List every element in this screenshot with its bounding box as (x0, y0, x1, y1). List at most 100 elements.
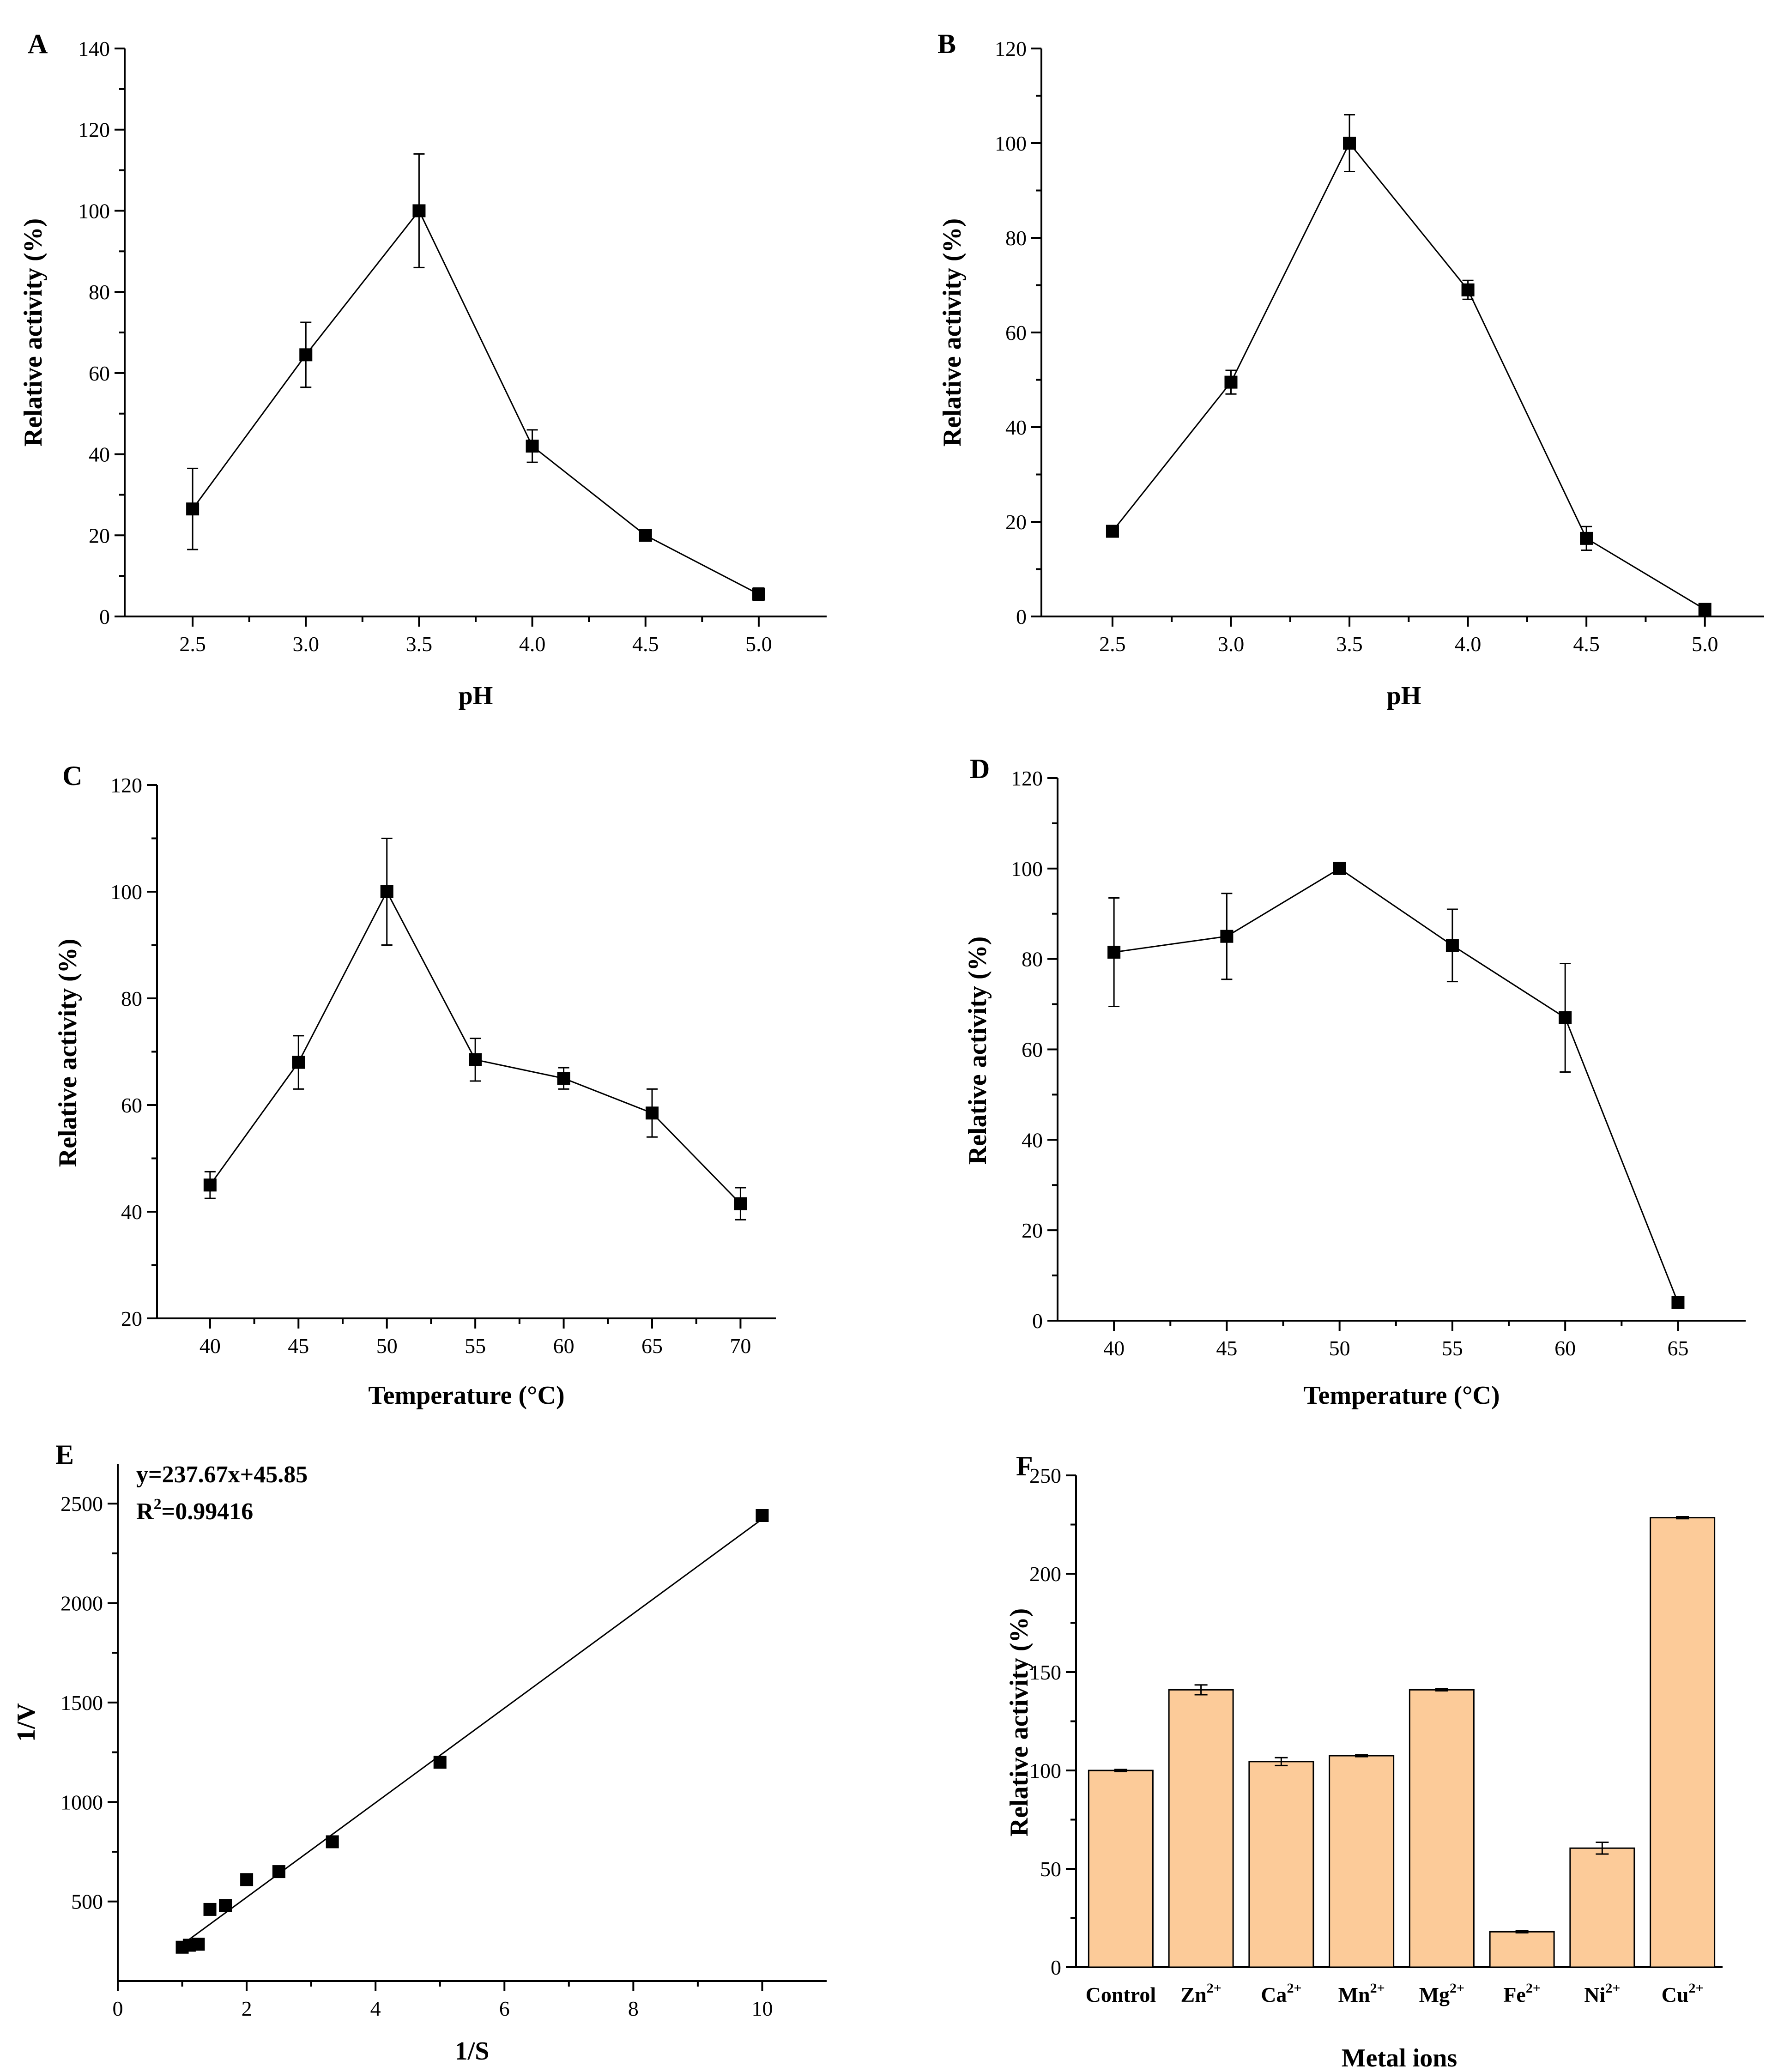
data-point (752, 587, 765, 601)
regression-line (181, 1518, 763, 1945)
y-tick-label: 1500 (60, 1691, 103, 1715)
x-tick-label: 4.0 (519, 632, 546, 656)
y-tick-label: 20 (121, 1307, 142, 1330)
y-tick-label: 20 (1022, 1219, 1043, 1242)
data-point (1580, 532, 1593, 545)
data-point (1106, 525, 1119, 538)
y-tick-label: 120 (110, 773, 142, 797)
data-point (1445, 939, 1459, 952)
chart-panel-D: 0 20 40 60 80 100 120 40 45 50 55 60 65 D Temperature … (963, 754, 1746, 1410)
y-tick-label: 60 (1005, 321, 1027, 344)
data-point (646, 1106, 659, 1120)
y-axis-title: Relative activity (%) (938, 218, 967, 447)
data-point (1224, 375, 1238, 389)
x-tick-label: 4 (370, 1997, 381, 2020)
x-tick-label: 60 (553, 1334, 574, 1358)
x-axis-title: Temperature (°C) (368, 1381, 564, 1410)
y-axis-title: Relative activity (%) (54, 939, 82, 1167)
y-tick-label: 100 (110, 880, 142, 904)
data-point (186, 502, 200, 516)
x-tick-label: 2.5 (179, 632, 206, 656)
y-axis-title: Relative activity (%) (963, 936, 992, 1165)
y-tick-label: 500 (71, 1890, 103, 1914)
x-tick-label: Zn2+ (1180, 1981, 1221, 2006)
series-line (192, 209, 759, 595)
y-tick-label: 150 (1029, 1661, 1061, 1684)
x-tick-label: 65 (1667, 1336, 1688, 1360)
data-point (1107, 945, 1121, 959)
bar (1569, 1847, 1635, 1968)
series-line (1112, 142, 1705, 610)
panel-label-D: D (970, 754, 990, 784)
x-tick-label: 40 (1103, 1336, 1125, 1360)
y-tick-label: 140 (78, 37, 110, 60)
y-tick-label: 0 (1051, 1956, 1061, 1979)
x-tick-label: 45 (288, 1334, 309, 1358)
data-point (1671, 1296, 1685, 1309)
x-tick-label: 5.0 (1692, 632, 1718, 656)
data-point (192, 1938, 205, 1951)
y-tick-label: 80 (89, 280, 110, 304)
data-point (292, 1056, 305, 1069)
panel-label-E: E (55, 1439, 74, 1470)
data-point (412, 204, 426, 217)
y-tick-label: 40 (89, 443, 110, 466)
y-tick-label: 20 (1005, 510, 1027, 534)
x-tick-label: 3.0 (293, 632, 320, 656)
y-tick-label: 40 (1005, 416, 1027, 439)
x-axis-title: pH (459, 682, 493, 710)
chart-panel-E: 500 1000 1500 2000 2500 0 2 4 6 8 10 E 1/S 1/V y=237.6… (12, 1439, 827, 2066)
x-tick-label: 50 (376, 1334, 398, 1358)
x-tick-label: Cu2+ (1662, 1981, 1704, 2006)
data-point (1461, 283, 1475, 296)
y-tick-label: 0 (1032, 1309, 1043, 1333)
bar (1168, 1689, 1234, 1968)
x-tick-label: Mg2+ (1419, 1981, 1465, 2006)
data-point (639, 529, 652, 542)
x-tick-label: Fe2+ (1503, 1981, 1541, 2006)
x-tick-label: 3.0 (1218, 632, 1245, 656)
x-tick-label: 4.5 (632, 632, 659, 656)
y-tick-label: 2000 (60, 1592, 103, 1615)
series-line (1113, 868, 1679, 1303)
y-tick-label: 0 (99, 605, 110, 628)
data-point (1333, 862, 1346, 875)
x-tick-label: 45 (1216, 1336, 1237, 1360)
y-tick-label: 60 (1022, 1038, 1043, 1062)
equation-label: y=237.67x+45.85 (136, 1462, 308, 1488)
y-tick-label: 60 (121, 1093, 142, 1117)
y-tick-label: 250 (1029, 1464, 1061, 1487)
data-point (433, 1756, 447, 1769)
bar (1489, 1931, 1555, 1968)
x-tick-label: Ca2+ (1261, 1981, 1301, 2006)
x-axis-title: 1/S (455, 2037, 490, 2066)
x-tick-label: 3.5 (406, 632, 433, 656)
bar (1650, 1517, 1716, 1968)
y-tick-label: 100 (78, 199, 110, 223)
bar (1329, 1755, 1395, 1968)
panel-label-B: B (937, 29, 956, 59)
data-point (526, 440, 539, 453)
x-tick-label: Control (1086, 1983, 1156, 2006)
data-point (272, 1865, 285, 1879)
x-axis-title: Temperature (°C) (1303, 1381, 1500, 1410)
y-tick-label: 200 (1029, 1562, 1061, 1586)
x-tick-label: 65 (641, 1334, 663, 1358)
data-point (1343, 137, 1356, 150)
y-tick-label: 1000 (60, 1790, 103, 1814)
bar (1088, 1770, 1154, 1968)
y-tick-label: 80 (121, 987, 142, 1010)
data-point (240, 1873, 254, 1886)
x-tick-label: 4.0 (1455, 632, 1482, 656)
bar (1248, 1761, 1314, 1968)
y-axis-title: Relative activity (%) (19, 218, 48, 447)
y-tick-label: 100 (1029, 1759, 1061, 1782)
x-tick-label: Ni2+ (1584, 1981, 1620, 2006)
y-tick-label: 60 (89, 362, 110, 385)
y-tick-label: 100 (1011, 857, 1043, 881)
x-tick-label: 2 (242, 1997, 252, 2020)
panel-label-A: A (28, 29, 48, 59)
bar (1409, 1689, 1475, 1968)
